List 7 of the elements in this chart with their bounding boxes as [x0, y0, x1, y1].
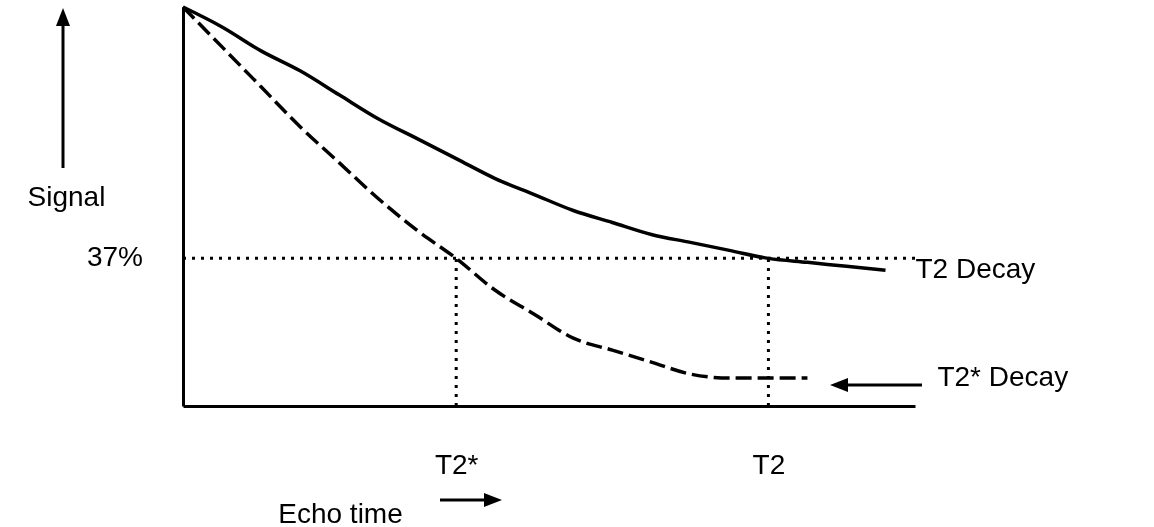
x-axis-title: Echo time [278, 497, 403, 527]
x-tick-label: T2 [752, 448, 786, 480]
y-axis-title: Signal [27, 180, 106, 212]
x-tick-label: T2* [434, 448, 479, 480]
ref-line-label: 37% [86, 241, 143, 273]
legend-label: T2* Decay [937, 361, 1069, 393]
series-label: T2 Decay [915, 253, 1036, 285]
